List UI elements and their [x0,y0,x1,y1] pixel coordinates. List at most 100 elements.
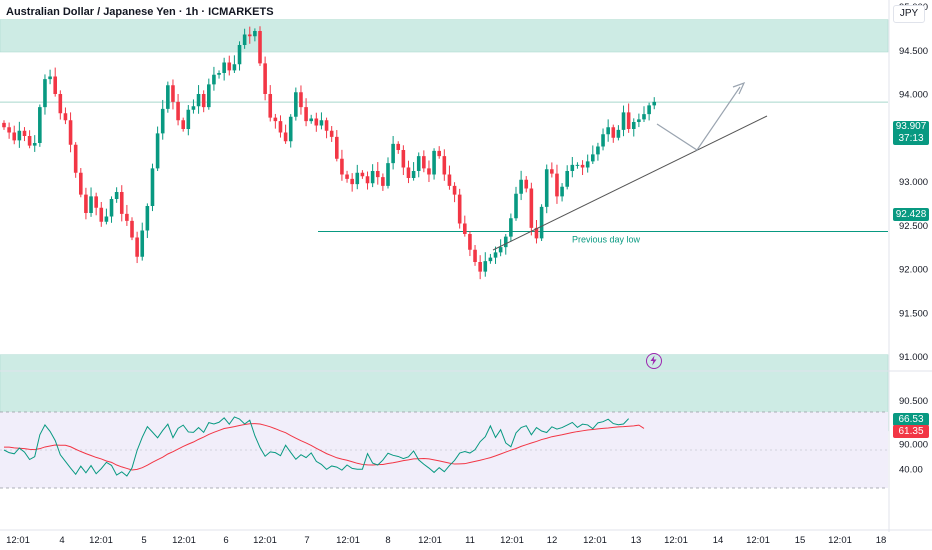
candle-body [242,34,247,45]
candle-body [227,62,232,71]
candle-body [27,136,32,146]
candle-body [283,132,288,142]
candle-body [304,107,308,122]
candle-body [457,194,462,224]
candle-body [155,133,160,169]
currency-selector[interactable]: JPY [893,5,925,23]
candle-body [647,105,651,115]
candle-body [43,79,47,108]
candle-body [22,130,27,136]
rsi-ma-line [4,423,645,471]
candle-body [222,62,226,73]
candle-body [570,164,575,171]
projection-arrow [656,86,741,151]
candle-body [550,169,554,174]
current-price-value: 93.907 [895,121,927,132]
time-tick-label: 12 [547,535,558,546]
candle-body [519,179,523,194]
candle-body [652,101,657,106]
candle-body [544,169,549,207]
candle-body [621,112,626,130]
candle-body [324,120,329,131]
time-tick-label: 6 [223,535,228,546]
time-tick-label: 8 [385,535,390,546]
price-tick-label: 94.000 [899,90,928,101]
time-tick-label: 12:01 [664,535,688,546]
time-tick-label: 12:01 [746,535,770,546]
candle-body [114,192,119,199]
candle-body [401,150,406,168]
candle-body [207,84,211,108]
candle-body [555,173,559,197]
candle-body [201,94,206,108]
candle-body [447,174,452,186]
candle-body [119,192,124,214]
candle-body [84,194,88,213]
time-tick-label: 15 [795,535,806,546]
time-tick-label: 12:01 [336,535,360,546]
candle-body [196,94,201,107]
lightning-icon[interactable] [646,353,662,369]
candle-body [391,143,395,164]
candle-body [12,132,17,141]
time-tick-label: 5 [141,535,146,546]
candle-body [109,199,114,217]
candle-body [191,106,196,110]
candle-body [406,167,411,178]
candle-body [314,118,319,126]
time-tick-label: 12:01 [253,535,277,546]
candle-body [135,237,139,257]
candle-body [73,144,78,173]
candle-body [616,129,621,138]
candle-body [319,120,324,126]
candle-body [422,156,426,169]
time-tick-label: 12:01 [500,535,524,546]
candle-body [381,177,385,186]
candle-body [335,136,339,159]
candle-body [17,130,22,141]
candle-body [125,213,129,221]
time-tick-label: 12:01 [172,535,196,546]
candle-body [329,130,334,137]
candle-body [427,168,431,175]
candle-body [642,114,646,120]
candle-body [503,236,508,248]
time-tick-label: 11 [465,535,475,546]
candle-body [442,156,447,175]
candle-body [309,118,313,122]
rsi-value-tag: 66.53 [893,413,929,426]
candle-body [626,112,631,129]
candle-body [585,161,590,168]
candle-body [99,207,104,222]
candle-body [463,223,467,234]
candle-body [596,146,600,155]
candle-body [386,163,390,186]
candle-countdown: 37:13 [898,133,924,144]
candle-body [539,206,544,239]
candle-body [345,174,349,179]
candle-body [94,196,98,208]
candle-body [565,171,569,187]
candle-body [355,172,360,185]
time-tick-label: 18 [876,535,887,546]
candle-body [340,158,344,175]
time-tick-label: 13 [631,535,642,546]
rsi-ma-value-tag: 61.35 [893,425,929,438]
price-tick-label: 92.500 [899,221,928,232]
candle-body [524,179,529,189]
time-tick-label: 7 [304,535,309,546]
candle-body [514,193,518,219]
candle-body [32,143,37,146]
candle-body [637,119,641,122]
candle-body [575,164,580,166]
candle-body [58,94,63,114]
time-tick-label: 12:01 [418,535,442,546]
rsi-line [3,416,630,477]
candle-body [253,31,257,37]
time-tick-label: 12:01 [89,535,113,546]
candle-body [416,156,421,171]
candle-body [365,176,370,184]
candle-body [601,134,605,147]
candle-body [473,249,477,262]
